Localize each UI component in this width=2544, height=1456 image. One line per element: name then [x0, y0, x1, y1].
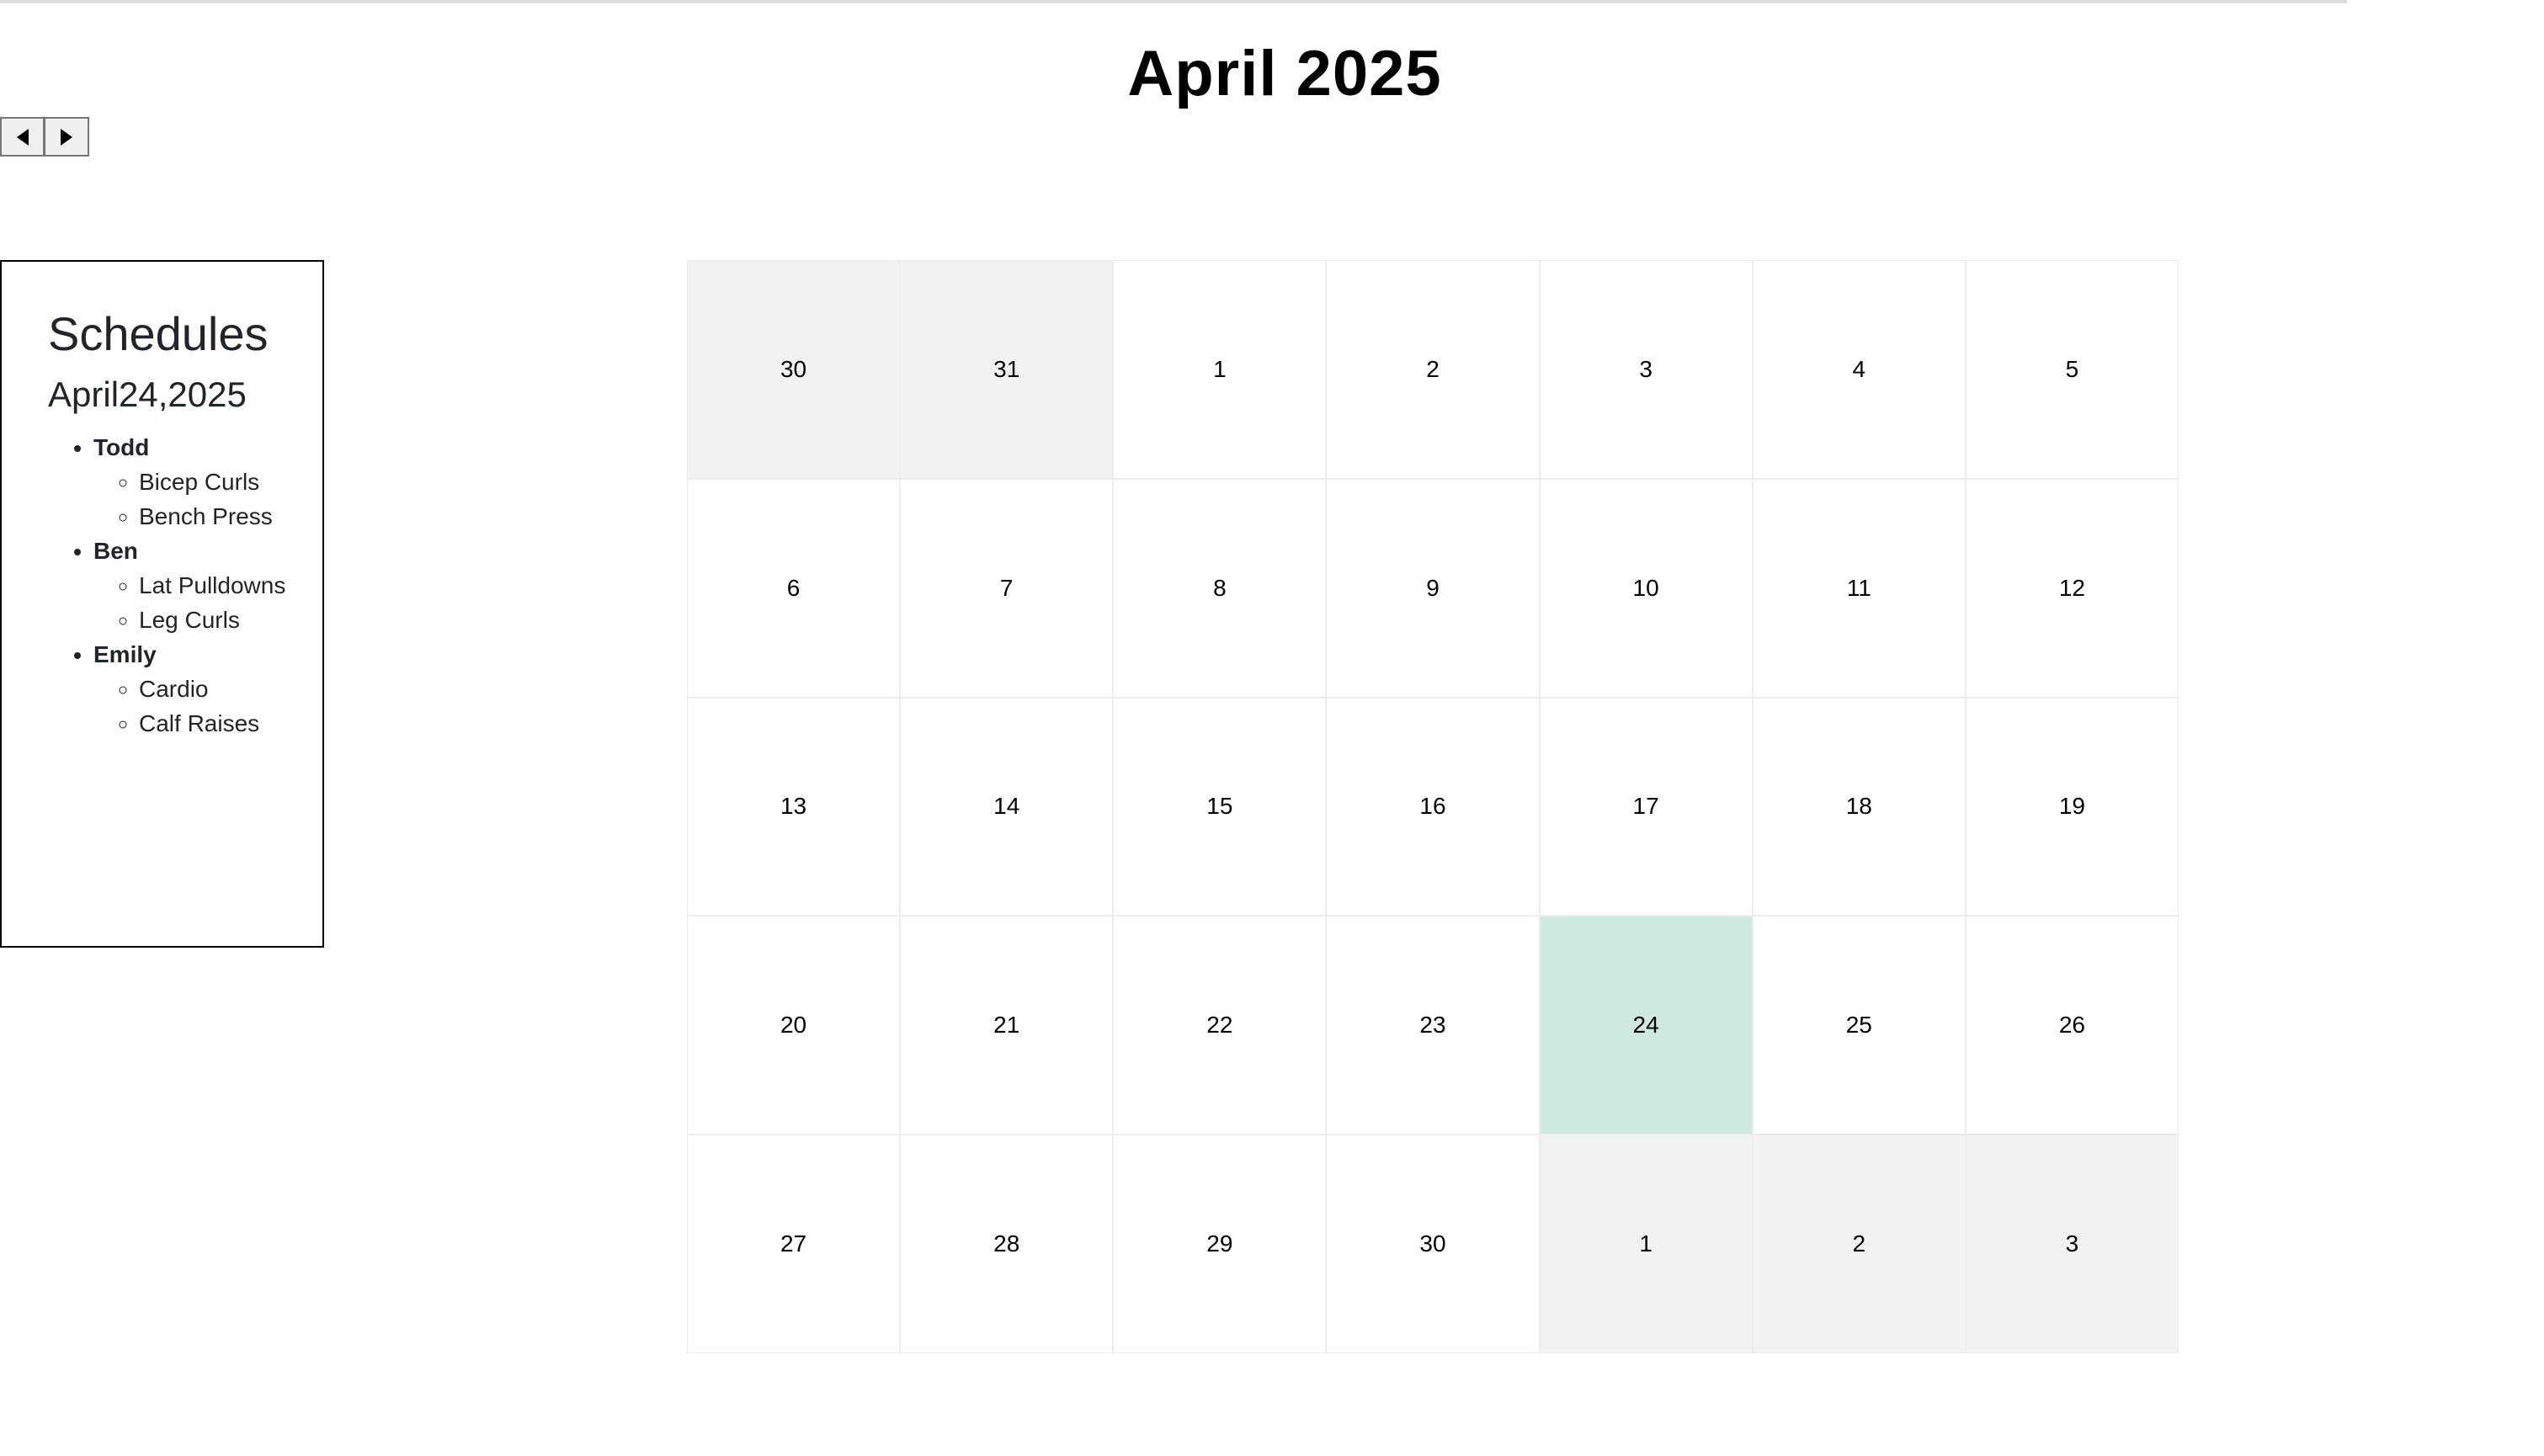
calendar-day[interactable]: 21	[900, 916, 1114, 1135]
caret-left-icon	[16, 128, 29, 146]
calendar-day[interactable]: 23	[1326, 916, 1540, 1135]
calendar-day[interactable]: 15	[1113, 697, 1327, 917]
calendar-day[interactable]: 9	[1326, 478, 1540, 698]
exercise-item: Calf Raises	[139, 706, 290, 741]
month-navigation	[0, 117, 89, 157]
calendar-day[interactable]: 1	[1113, 260, 1327, 479]
calendar-day[interactable]: 14	[900, 697, 1114, 917]
calendar-day[interactable]: 16	[1326, 697, 1540, 917]
exercise-item: Leg Curls	[139, 603, 290, 637]
top-divider	[0, 0, 2347, 3]
exercise-list: Cardio Calf Raises	[93, 672, 290, 741]
caret-right-icon	[61, 128, 72, 146]
exercise-list: Lat Pulldowns Leg Curls	[93, 568, 290, 637]
calendar-day[interactable]: 19	[1965, 697, 2179, 917]
calendar-day[interactable]: 22	[1113, 916, 1327, 1135]
calendar-day[interactable]: 17	[1539, 697, 1753, 917]
calendar-day[interactable]: 2	[1326, 260, 1540, 479]
calendar-day[interactable]: 5	[1965, 260, 2179, 479]
calendar-day[interactable]: 20	[687, 916, 901, 1135]
person-name: Todd	[93, 434, 150, 460]
calendar-grid: 30 31 1 2 3 4 5 6 7 8 9 10 11 12 13 14 15 16 17 18 19 20 21 22 2…	[687, 260, 2179, 1353]
schedules-heading: Schedules	[48, 307, 269, 360]
person-item: Todd Bicep Curls Bench Press	[93, 430, 322, 534]
person-name: Ben	[93, 538, 138, 564]
calendar-day-other-month[interactable]: 30	[687, 260, 901, 479]
calendar-day[interactable]: 26	[1965, 916, 2179, 1135]
people-list: Todd Bicep Curls Bench Press Ben Lat Pul…	[48, 430, 322, 741]
calendar-day[interactable]: 4	[1752, 260, 1966, 479]
exercise-item: Bench Press	[139, 499, 290, 534]
calendar-day-other-month[interactable]: 1	[1539, 1135, 1753, 1353]
calendar-day[interactable]: 11	[1752, 478, 1966, 698]
person-name: Emily	[93, 641, 157, 667]
calendar-day[interactable]: 3	[1539, 260, 1753, 479]
calendar-day[interactable]: 27	[687, 1135, 901, 1353]
previous-month-button[interactable]	[0, 117, 45, 157]
calendar-day[interactable]: 6	[687, 478, 901, 698]
person-item: Emily Cardio Calf Raises	[93, 637, 322, 741]
calendar-day[interactable]: 18	[1752, 697, 1966, 917]
calendar-day-other-month[interactable]: 3	[1965, 1135, 2179, 1353]
calendar-day[interactable]: 12	[1965, 478, 2179, 698]
exercise-item: Lat Pulldowns	[139, 568, 290, 603]
calendar-day[interactable]: 29	[1113, 1135, 1327, 1353]
calendar-day[interactable]: 8	[1113, 478, 1327, 698]
calendar-day[interactable]: 10	[1539, 478, 1753, 698]
exercise-list: Bicep Curls Bench Press	[93, 465, 290, 534]
calendar-day[interactable]: 30	[1326, 1135, 1540, 1353]
calendar-day[interactable]: 7	[900, 478, 1114, 698]
exercise-item: Cardio	[139, 672, 290, 706]
schedule-date: April24,2025	[48, 375, 247, 414]
exercise-item: Bicep Curls	[139, 465, 290, 499]
calendar-day-other-month[interactable]: 2	[1752, 1135, 1966, 1353]
calendar-day[interactable]: 28	[900, 1135, 1114, 1353]
schedules-panel: Schedules April24,2025 Todd Bicep Curls …	[0, 260, 324, 948]
person-item: Ben Lat Pulldowns Leg Curls	[93, 534, 322, 637]
month-title: April 2025	[1127, 38, 1442, 109]
calendar-day[interactable]: 13	[687, 697, 901, 917]
calendar-day[interactable]: 25	[1752, 916, 1966, 1135]
calendar-day-today[interactable]: 24	[1539, 916, 1753, 1135]
next-month-button[interactable]	[45, 117, 89, 157]
calendar-day-other-month[interactable]: 31	[900, 260, 1114, 479]
